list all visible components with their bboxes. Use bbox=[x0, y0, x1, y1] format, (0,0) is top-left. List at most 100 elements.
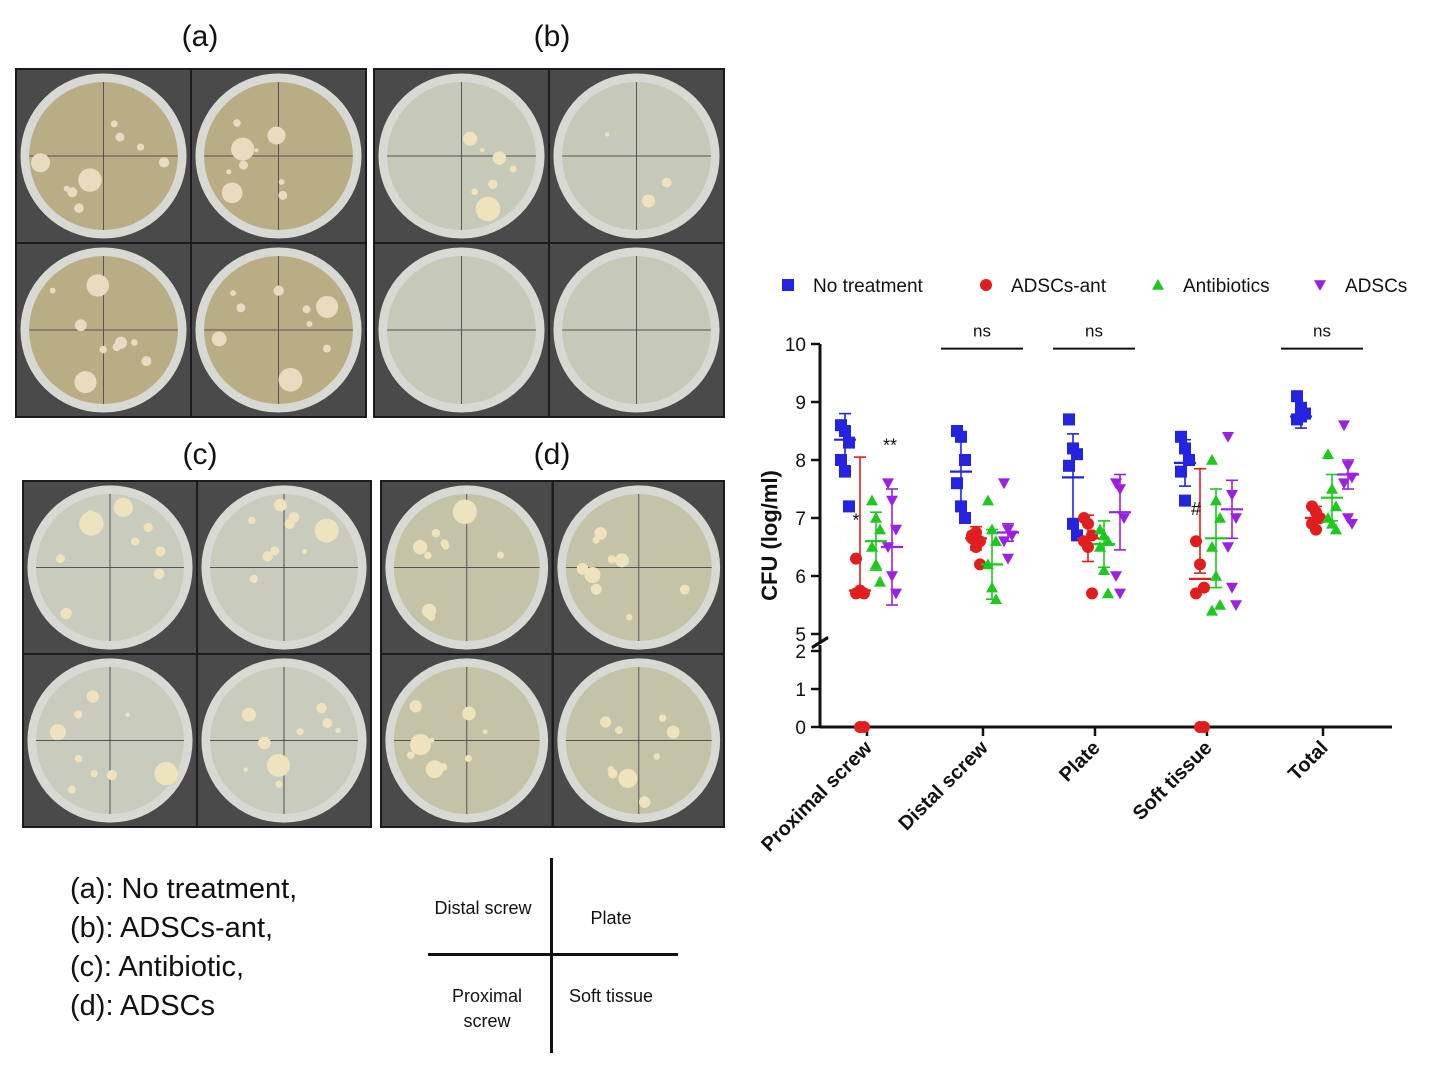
panel-label-c: (c) bbox=[182, 438, 218, 471]
petri-dish-photo bbox=[550, 244, 723, 416]
bacterial-colony bbox=[275, 780, 283, 788]
data-point bbox=[1291, 390, 1303, 403]
legend-label: No treatment bbox=[813, 276, 924, 297]
bacterial-colony bbox=[86, 510, 95, 518]
bacterial-colony bbox=[658, 714, 666, 722]
bacterial-colony bbox=[509, 165, 517, 173]
data-point bbox=[1002, 524, 1014, 536]
plate-photo-c bbox=[22, 480, 372, 828]
y-axis-label: CFU (log/ml) bbox=[757, 470, 782, 601]
data-point bbox=[1206, 541, 1218, 552]
bacterial-colony bbox=[440, 539, 449, 548]
data-point bbox=[890, 588, 902, 600]
data-point bbox=[870, 558, 882, 570]
y-tick-label: 5 bbox=[795, 625, 806, 646]
x-tick-label: Total bbox=[1284, 737, 1332, 785]
significance-label: ns bbox=[1085, 322, 1103, 341]
data-point bbox=[835, 454, 847, 466]
bacterial-colony bbox=[114, 336, 128, 349]
data-point bbox=[1330, 500, 1342, 512]
data-point bbox=[1322, 448, 1334, 459]
data-point bbox=[1210, 570, 1222, 581]
data-point bbox=[1295, 410, 1307, 423]
y-tick-label: 2 bbox=[795, 642, 806, 663]
data-point bbox=[986, 581, 998, 593]
data-point bbox=[1338, 420, 1350, 432]
data-point bbox=[1206, 454, 1218, 465]
bacterial-colony bbox=[211, 331, 227, 347]
data-point bbox=[990, 593, 1002, 604]
panel-label-b: (b) bbox=[533, 20, 571, 53]
petri-dish-photo bbox=[17, 244, 190, 416]
bacterial-colony bbox=[452, 499, 477, 524]
petri-dish-photo bbox=[24, 655, 196, 826]
y-tick-label: 10 bbox=[785, 335, 806, 356]
data-point bbox=[1214, 599, 1226, 610]
bacterial-colony bbox=[413, 539, 428, 555]
legend-marker bbox=[1152, 279, 1164, 290]
significance-marker: # bbox=[1191, 499, 1201, 519]
bacterial-colony bbox=[314, 518, 339, 543]
bacterial-colony bbox=[480, 147, 485, 153]
data-point bbox=[998, 536, 1010, 548]
quadrant-plate: Plate bbox=[590, 908, 632, 928]
data-point bbox=[1118, 513, 1130, 524]
bacterial-colony bbox=[74, 203, 84, 213]
bacterial-colony bbox=[288, 512, 300, 523]
data-point bbox=[1102, 535, 1114, 546]
legend-marker bbox=[782, 279, 794, 291]
data-point bbox=[850, 552, 862, 565]
quadrant-soft-tissue: Soft tissue bbox=[568, 986, 654, 1006]
data-point bbox=[990, 535, 1002, 546]
bacterial-colony bbox=[239, 160, 249, 170]
data-point bbox=[1063, 413, 1075, 426]
bacterial-colony bbox=[638, 796, 650, 808]
data-point bbox=[998, 478, 1010, 490]
bacterial-colony bbox=[661, 177, 672, 188]
bacterial-colony bbox=[431, 528, 441, 538]
data-point bbox=[1102, 587, 1114, 599]
bacterial-colony bbox=[153, 568, 165, 580]
data-point bbox=[1230, 513, 1242, 524]
bacterial-colony bbox=[335, 727, 341, 734]
legend-label: Antibiotics bbox=[1183, 276, 1270, 297]
petri-dish-photo bbox=[192, 244, 365, 416]
data-point bbox=[843, 500, 855, 513]
data-point bbox=[1226, 582, 1238, 594]
data-point bbox=[1082, 541, 1094, 553]
bacterial-colony bbox=[492, 151, 507, 165]
significance-label: ns bbox=[973, 322, 991, 341]
data-point bbox=[1222, 432, 1234, 443]
bacterial-colony bbox=[141, 356, 152, 367]
bacterial-colony bbox=[99, 345, 107, 354]
data-point bbox=[1082, 517, 1094, 530]
data-point bbox=[1114, 484, 1126, 495]
bacterial-colony bbox=[482, 729, 488, 735]
data-point bbox=[870, 512, 882, 523]
bacterial-colony bbox=[614, 553, 629, 568]
bacterial-colony bbox=[679, 584, 690, 595]
quadrant-proximal-screw: Proximal screw bbox=[451, 986, 522, 1031]
bacterial-colony bbox=[254, 148, 259, 153]
bacterial-colony bbox=[74, 754, 83, 763]
bacterial-colony bbox=[296, 728, 304, 736]
bacterial-colony bbox=[115, 132, 125, 142]
bacterial-colony bbox=[576, 563, 588, 575]
plate-photo-b bbox=[373, 68, 725, 418]
data-point bbox=[1194, 558, 1206, 571]
data-point bbox=[839, 465, 851, 478]
bacterial-colony bbox=[49, 724, 66, 741]
bacterial-colony bbox=[427, 612, 436, 621]
bacterial-colony bbox=[278, 190, 288, 200]
data-point bbox=[1342, 513, 1354, 524]
bacterial-colony bbox=[642, 194, 656, 208]
bacterial-colony bbox=[143, 523, 153, 533]
y-tick-label: 6 bbox=[795, 567, 806, 588]
bacterial-colony bbox=[464, 754, 473, 763]
data-point bbox=[882, 542, 894, 553]
bacterial-colony bbox=[439, 763, 448, 771]
data-point bbox=[1326, 483, 1338, 494]
bacterial-colony bbox=[74, 319, 87, 332]
petri-dish-photo bbox=[192, 70, 365, 242]
bacterial-colony bbox=[236, 303, 246, 313]
